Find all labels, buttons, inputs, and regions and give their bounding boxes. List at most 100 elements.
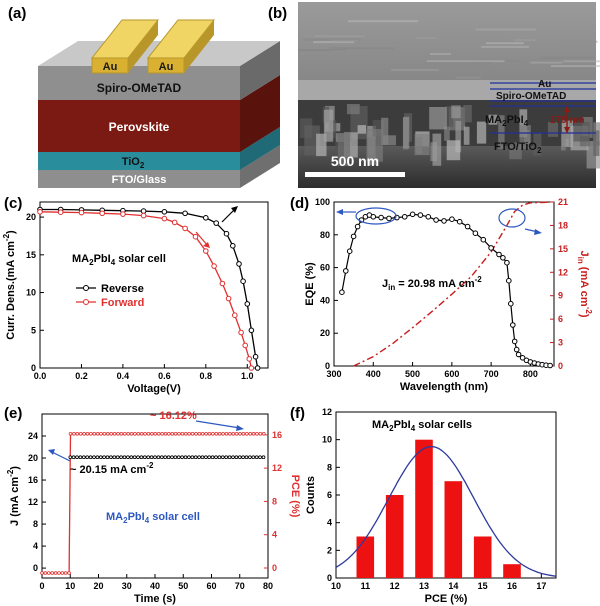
data-point-j <box>173 455 178 460</box>
series-line-jin <box>353 201 551 367</box>
x-tick-label: 0.6 <box>158 371 171 381</box>
sem-texture <box>298 20 600 169</box>
sem-perovskite-label: MA2PbI4 <box>485 114 529 128</box>
data-point-pce <box>126 431 130 436</box>
x-tick-label: 15 <box>478 581 488 591</box>
x-tick-label: 17 <box>536 581 546 591</box>
data-point-j <box>109 455 113 460</box>
sem-streak <box>485 42 524 45</box>
sem-streak <box>329 49 376 52</box>
data-point-reverse <box>213 220 219 226</box>
panel-b-label: (b) <box>268 5 287 22</box>
data-point-pce <box>60 571 65 575</box>
data-point-pce <box>57 571 61 575</box>
x-tick-label: 700 <box>484 369 499 379</box>
data-point-pce <box>167 431 171 436</box>
data-point-eqe <box>339 289 345 296</box>
sem-grain <box>403 116 410 149</box>
series-line-reverse <box>40 208 259 369</box>
data-point-pce <box>143 431 147 436</box>
panel-c-label: (c) <box>4 195 22 212</box>
au-electrode-2-side <box>184 20 214 73</box>
eqe-axis-arrowhead <box>336 209 343 215</box>
y-tick-label: 2 <box>327 545 332 555</box>
data-point-forward <box>161 215 168 222</box>
sem-streak <box>391 69 439 71</box>
data-point-pce <box>238 431 242 436</box>
y-axis-label: Counts <box>305 476 317 514</box>
sem-streak <box>313 41 354 44</box>
data-point-j <box>258 455 262 460</box>
y-tick-label: 20 <box>26 212 36 222</box>
data-point-eqe <box>488 245 494 251</box>
x-tick-label: 10 <box>331 581 341 591</box>
data-point-reverse <box>252 353 259 360</box>
data-point-forward <box>99 210 105 217</box>
series-line-pce <box>42 433 266 574</box>
y-tick-label: 0 <box>33 563 38 573</box>
data-point-forward <box>203 248 209 254</box>
x-tick-label: 800 <box>523 369 538 379</box>
x-tick-label: 50 <box>178 581 188 591</box>
tio2-label: TiO2 <box>122 156 145 170</box>
sem-au-label: Au <box>538 79 551 90</box>
data-point-eqe <box>449 216 455 222</box>
sem-grain <box>445 106 454 127</box>
y-axis-label: Curr. Dens.(mA cm-2) <box>2 230 17 340</box>
y-tick-label: 15 <box>26 250 36 260</box>
sem-streak <box>426 60 505 63</box>
x-tick-label: 20 <box>93 581 103 591</box>
y-tick-label: 10 <box>26 288 36 298</box>
data-point-pce <box>234 431 239 436</box>
data-point-pce <box>78 431 83 436</box>
histogram-bar <box>503 564 521 578</box>
y-tick-label: 8 <box>327 462 332 472</box>
data-point-pce <box>53 571 58 575</box>
data-point-forward <box>246 356 253 362</box>
data-point-j <box>102 455 106 460</box>
data-point-pce <box>150 431 154 436</box>
data-point-pce <box>75 431 80 436</box>
data-point-pce <box>139 431 144 436</box>
jin-axis-arrowhead <box>534 229 542 235</box>
sem-spiro-label: Spiro-OMeTAD <box>496 91 566 102</box>
data-point-reverse <box>140 208 147 214</box>
data-point-j <box>139 455 144 460</box>
data-point-pce <box>160 431 164 436</box>
data-point-eqe <box>433 217 439 223</box>
data-point-j <box>214 455 218 460</box>
panel-d-label: (d) <box>290 195 309 212</box>
x-tick-label: 14 <box>448 581 458 591</box>
y2-tick-label: 12 <box>558 267 568 277</box>
sem-streak <box>514 39 536 42</box>
legend-label: Reverse <box>101 283 144 295</box>
data-point-pce <box>116 431 120 436</box>
data-point-pce <box>146 431 151 436</box>
data-point-eqe <box>500 254 506 261</box>
data-point-pce <box>153 431 158 436</box>
data-point-pce <box>173 431 178 436</box>
sem-streak <box>347 20 419 23</box>
y-tick-label: 60 <box>320 263 330 273</box>
thickness-label: 179 nm <box>550 115 585 126</box>
gaussian-fit-curve <box>335 446 557 577</box>
data-point-eqe <box>354 223 361 230</box>
glass-front-face <box>38 170 240 188</box>
pce-arrow <box>195 420 241 429</box>
panel-f-histogram: (f) 10 11 12 13 14 15 16 17 0 2 4 6 8 10 12 PCE (%) Count… <box>290 405 557 605</box>
sem-grain <box>347 104 360 115</box>
tio2-side-face <box>240 127 280 170</box>
data-point-pce <box>67 571 71 575</box>
thickness-arrow-down <box>564 127 570 133</box>
panel-d-eqe-chart: (d) 300 400 500 600 700 800 0 20 40 60 80 100 0 3 6 9 12 1… <box>290 195 593 393</box>
data-point-j <box>126 455 130 460</box>
y2-tick-label: 18 <box>558 220 568 230</box>
data-point-j <box>146 455 151 460</box>
data-point-pce <box>217 431 222 436</box>
perovskite-side-face <box>240 75 280 152</box>
data-point-pce <box>224 431 229 436</box>
data-point-eqe <box>370 214 377 220</box>
data-point-j <box>163 455 168 460</box>
sem-streak <box>562 40 598 43</box>
data-point-eqe <box>464 223 471 230</box>
